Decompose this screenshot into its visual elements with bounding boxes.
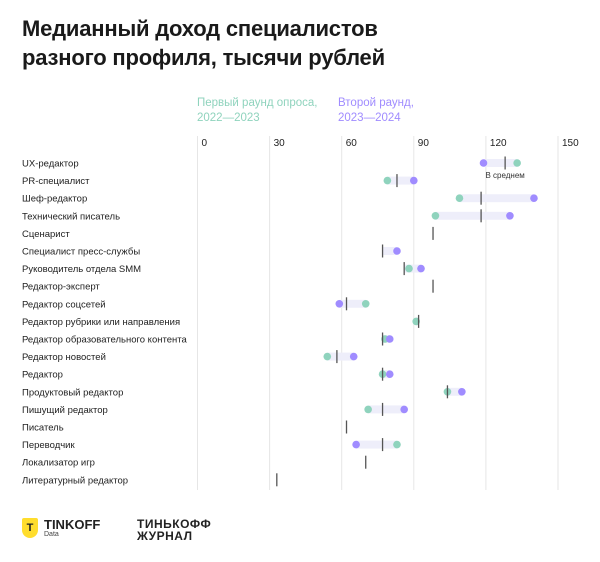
row-label: Продуктовый редактор bbox=[22, 387, 123, 398]
round1-dot bbox=[455, 194, 464, 202]
range-bar bbox=[387, 176, 414, 185]
round1-dot bbox=[364, 405, 372, 414]
round2-dot bbox=[393, 247, 401, 255]
median-annotation: В среднем bbox=[485, 171, 524, 180]
row-label: Редактор bbox=[22, 370, 63, 381]
round2-dot bbox=[530, 194, 538, 202]
range-bar bbox=[382, 247, 397, 255]
range-bar bbox=[435, 211, 510, 220]
x-tick-label: 30 bbox=[274, 138, 286, 149]
round2-dot bbox=[385, 335, 394, 343]
round2-dot bbox=[349, 352, 358, 361]
range-bar bbox=[356, 440, 397, 449]
x-tick-label: 120 bbox=[490, 138, 507, 149]
round2-dot bbox=[506, 212, 514, 220]
range-bar bbox=[447, 387, 462, 396]
round2-dot bbox=[400, 405, 408, 414]
row-label: Литературный редактор bbox=[22, 475, 128, 486]
range-bar bbox=[459, 194, 534, 203]
x-tick-label: 90 bbox=[418, 138, 430, 149]
x-tick-label: 60 bbox=[346, 138, 358, 149]
round2-dot bbox=[417, 264, 425, 273]
chart-title: Медианный доход специалистов разного про… bbox=[22, 16, 385, 70]
round2-dot bbox=[479, 159, 488, 167]
row-label: UX-редактор bbox=[22, 159, 79, 170]
row-label: Редактор рубрики или направления bbox=[22, 317, 180, 328]
range-bar bbox=[339, 299, 366, 308]
row-label: Шеф-редактор bbox=[22, 194, 87, 205]
tinkoff-journal-logo: ТИНЬКОФФ ЖУРНАЛ bbox=[137, 517, 212, 543]
round1-dot bbox=[393, 440, 401, 449]
round2-dot bbox=[385, 370, 394, 379]
round2-dot bbox=[352, 440, 360, 449]
round2-dot bbox=[335, 300, 344, 308]
row-label: Писатель bbox=[22, 423, 64, 434]
round1-dot bbox=[323, 352, 332, 361]
round1-dot bbox=[513, 159, 521, 167]
row-label: Сценарист bbox=[22, 229, 70, 240]
row-label: Специалист пресс-службы bbox=[22, 247, 140, 258]
row-label: Технический писатель bbox=[22, 211, 120, 222]
round2-dot bbox=[458, 388, 466, 396]
logo-name: TINKOFF bbox=[44, 517, 101, 532]
round1-dot bbox=[431, 212, 440, 220]
round2-dot bbox=[410, 176, 418, 185]
legend-round2: Второй раунд, 2023—2024 bbox=[338, 97, 414, 124]
row-label: Пишущий редактор bbox=[22, 405, 108, 416]
row-label: PR-специалист bbox=[22, 176, 90, 187]
round1-dot bbox=[383, 176, 392, 185]
row-label: Переводчик bbox=[22, 440, 75, 451]
logo-sub: Data bbox=[44, 531, 59, 538]
x-tick-label: 0 bbox=[202, 138, 208, 149]
round1-dot bbox=[361, 300, 370, 308]
range-bar bbox=[483, 159, 518, 167]
row-label: Редактор новостей bbox=[22, 352, 106, 363]
round1-dot bbox=[405, 264, 413, 273]
tinkoff-data-logo: T TINKOFF Data bbox=[22, 518, 100, 538]
row-label: Руководитель отдела SMM bbox=[22, 264, 141, 275]
legend-round1: Первый раунд опроса, 2022—2023 bbox=[197, 97, 318, 124]
x-tick-label: 150 bbox=[562, 138, 579, 149]
range-bar bbox=[327, 352, 354, 361]
range-bar bbox=[368, 405, 405, 414]
shield-logo-icon: T bbox=[22, 518, 38, 538]
row-label: Редактор-эксперт bbox=[22, 282, 100, 293]
row-label: Редактор образовательного контента bbox=[22, 335, 187, 346]
row-label: Локализатор игр bbox=[22, 458, 95, 469]
row-label: Редактор соцсетей bbox=[22, 299, 106, 310]
